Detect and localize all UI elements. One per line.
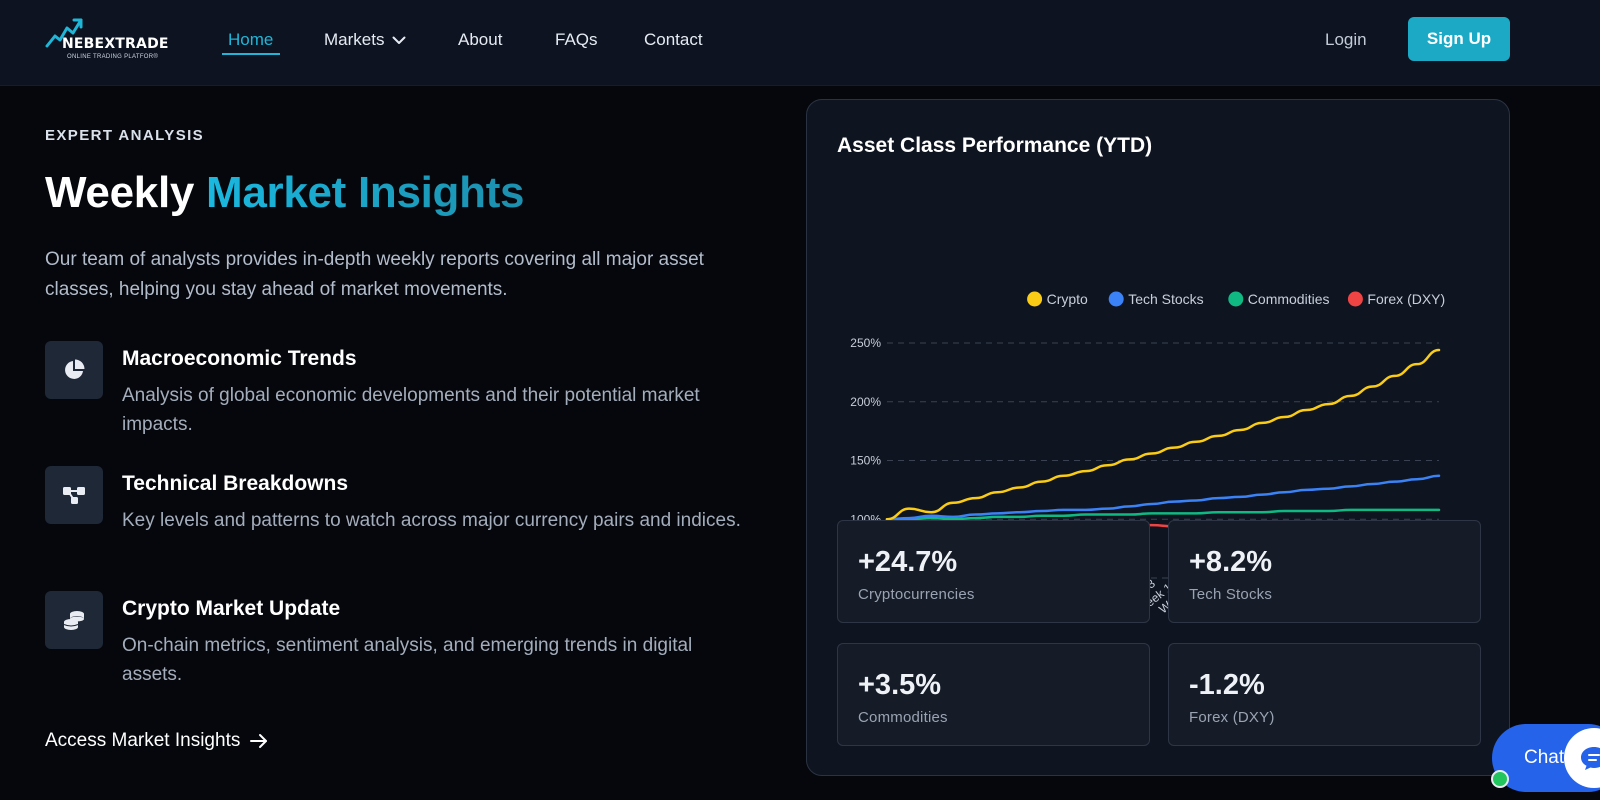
nav-faqs[interactable]: FAQs (555, 30, 598, 49)
stat-crypto: +24.7% Cryptocurrencies (837, 520, 1150, 623)
legend-label: Commodities (1248, 291, 1330, 307)
feature-description: Analysis of global economic developments… (122, 385, 700, 435)
feature-description: Key levels and patterns to watch across … (122, 510, 741, 531)
legend-label: Tech Stocks (1128, 291, 1203, 307)
legend-label: Forex (DXY) (1367, 291, 1445, 307)
chat-widget-button[interactable]: Chat (1492, 724, 1600, 792)
chat-label: Chat (1524, 747, 1565, 768)
brand-logo[interactable]: NEBEXTRADE ONLINE TRADING PLATFOR® (45, 16, 180, 66)
section-title: Weekly Market Insights (45, 168, 525, 218)
chart-title: Asset Class Performance (YTD) (837, 134, 1153, 157)
stat-value: +3.5% (858, 669, 942, 701)
series-line-crypto (885, 348, 1441, 521)
coin-stack-icon (63, 611, 84, 630)
feature-title: Macroeconomic Trends (122, 347, 357, 370)
title-plain: Weekly (45, 168, 195, 217)
network-nodes-icon (63, 487, 85, 504)
performance-card: Asset Class Performance (YTD) Crypto Tech… (806, 99, 1510, 776)
feature-icon-tile (45, 341, 103, 399)
nav-markets-label: Markets (324, 30, 385, 49)
nav-markets[interactable]: Markets (324, 30, 406, 50)
section-eyebrow: EXPERT ANALYSIS (45, 127, 205, 144)
feature-icon-tile (45, 591, 103, 649)
legend-swatch (1347, 291, 1363, 307)
legend-label: Crypto (1047, 291, 1088, 307)
feature-title: Technical Breakdowns (122, 472, 349, 495)
stat-value: +24.7% (858, 546, 958, 578)
login-link[interactable]: Login (1325, 30, 1367, 49)
nav-active-indicator (222, 53, 280, 55)
series-line-commodities (885, 508, 1441, 521)
top-navbar: NEBEXTRADE ONLINE TRADING PLATFOR® Home … (0, 0, 1600, 86)
trend-chart-logo-icon (45, 18, 83, 48)
y-tick-label: 150% (850, 454, 881, 468)
nav-contact[interactable]: Contact (644, 30, 703, 49)
stat-tech-stocks: +8.2% Tech Stocks (1168, 520, 1481, 623)
y-tick-label: 200% (850, 395, 881, 409)
nav-about[interactable]: About (458, 30, 503, 49)
nav-home[interactable]: Home (228, 30, 274, 49)
cta-label: Access Market Insights (45, 730, 241, 751)
stat-label: Forex (DXY) (1189, 709, 1275, 726)
y-tick-label: 250% (850, 336, 881, 350)
feature-description: On-chain metrics, sentiment analysis, an… (122, 635, 693, 685)
stat-label: Tech Stocks (1189, 586, 1273, 603)
series-line-tech-stocks (885, 474, 1441, 521)
stat-forex: -1.2% Forex (DXY) (1168, 643, 1481, 746)
stat-value: -1.2% (1189, 669, 1265, 701)
title-accent: Market Insights (205, 168, 525, 217)
feature-icon-tile (45, 466, 103, 524)
chat-bubble-icon (1564, 728, 1600, 788)
legend-swatch (1108, 291, 1124, 307)
stat-commodities: +3.5% Commodities (837, 643, 1150, 746)
online-status-dot (1491, 770, 1509, 788)
chevron-down-icon (392, 36, 406, 45)
feature-title: Crypto Market Update (122, 597, 341, 620)
signup-button[interactable]: Sign Up (1408, 17, 1510, 61)
stat-label: Commodities (858, 709, 948, 726)
legend-swatch (1228, 291, 1244, 307)
section-intro: Our team of analysts provides in-depth w… (45, 249, 704, 300)
brand-tagline: ONLINE TRADING PLATFOR® (67, 54, 159, 60)
arrow-right-icon (250, 734, 268, 748)
stat-label: Cryptocurrencies (858, 586, 975, 603)
access-insights-link[interactable]: Access Market Insights (45, 730, 268, 752)
legend-swatch (1027, 291, 1043, 307)
pie-chart-icon (65, 359, 85, 379)
brand-name: NEBEXTRADE (62, 36, 169, 52)
stat-value: +8.2% (1189, 546, 1273, 578)
